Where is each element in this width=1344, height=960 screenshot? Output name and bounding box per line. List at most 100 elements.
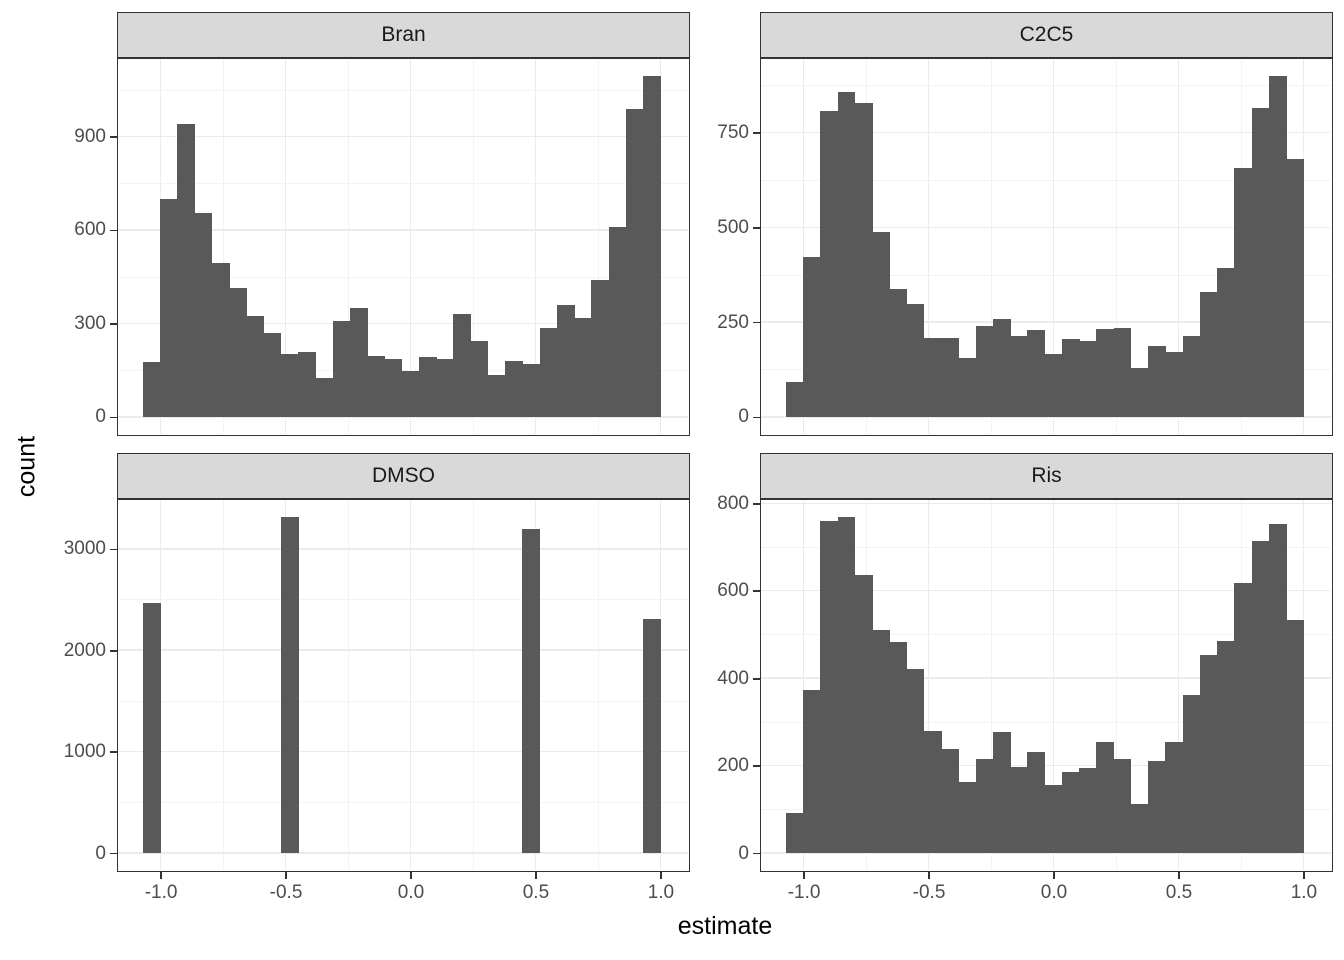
histogram-bar bbox=[1079, 768, 1097, 853]
histogram-bar bbox=[349, 308, 368, 417]
y-major-gridline bbox=[761, 677, 1331, 679]
y-tick-mark bbox=[753, 227, 760, 229]
histogram-bar bbox=[177, 123, 196, 417]
y-minor-gridline bbox=[761, 721, 1331, 723]
y-minor-gridline bbox=[118, 700, 688, 702]
y-tick-mark bbox=[110, 852, 117, 855]
x-minor-gridline bbox=[222, 59, 224, 434]
x-tick-mark bbox=[285, 872, 287, 879]
y-tick-mark bbox=[110, 136, 117, 138]
y-major-gridline bbox=[761, 131, 1331, 134]
histogram-bar bbox=[418, 357, 437, 417]
y-minor-gridline bbox=[761, 546, 1331, 548]
histogram-bar bbox=[1251, 108, 1270, 417]
y-major-gridline bbox=[118, 135, 688, 138]
histogram-bar bbox=[436, 358, 454, 417]
histogram-bar bbox=[246, 315, 265, 417]
facet-strip-label: Ris bbox=[1031, 464, 1062, 487]
facet-strip: Bran bbox=[117, 12, 690, 58]
histogram-bar bbox=[625, 108, 644, 417]
y-tick-label: 500 bbox=[717, 216, 749, 238]
histogram-bar bbox=[785, 381, 804, 417]
x-tick-label: 1.0 bbox=[1290, 882, 1318, 903]
histogram-bar bbox=[906, 669, 925, 853]
histogram-bar bbox=[872, 232, 890, 417]
y-major-gridline bbox=[761, 502, 1331, 504]
histogram-bar bbox=[1165, 741, 1184, 853]
histogram-bar bbox=[958, 781, 977, 853]
histogram-bar bbox=[837, 516, 856, 853]
y-minor-gridline bbox=[118, 370, 688, 372]
y-major-gridline bbox=[761, 852, 1331, 854]
x-tick-label: 0.0 bbox=[1040, 882, 1068, 903]
histogram-bar bbox=[1061, 771, 1080, 853]
histogram-bar bbox=[1148, 345, 1166, 417]
histogram-bar bbox=[315, 377, 334, 417]
y-tick-label: 400 bbox=[717, 667, 749, 689]
histogram-bar bbox=[975, 758, 994, 853]
y-major-gridline bbox=[118, 322, 688, 325]
histogram-bar bbox=[1199, 291, 1218, 417]
x-tick-mark bbox=[1178, 872, 1180, 879]
histogram-bar bbox=[1010, 767, 1028, 853]
x-major-gridline bbox=[1177, 59, 1180, 434]
y-minor-gridline bbox=[118, 89, 688, 91]
facet-panel bbox=[760, 499, 1333, 872]
x-tick-label: -0.5 bbox=[912, 882, 946, 903]
histogram-bar bbox=[298, 352, 316, 417]
y-tick-label: 0 bbox=[95, 406, 106, 428]
y-tick-label: 300 bbox=[74, 312, 106, 334]
x-minor-gridline bbox=[347, 500, 349, 870]
y-minor-gridline bbox=[761, 634, 1331, 636]
histogram-bar bbox=[1251, 540, 1270, 853]
y-tick-label: 0 bbox=[738, 406, 749, 428]
histogram-bar bbox=[1044, 785, 1063, 853]
histogram-bar bbox=[1113, 328, 1132, 417]
facet-panel bbox=[117, 58, 690, 436]
y-major-gridline bbox=[118, 649, 688, 651]
y-tick-label: 0 bbox=[738, 842, 749, 864]
histogram-bar bbox=[906, 303, 925, 417]
histogram-bar bbox=[142, 603, 161, 853]
y-tick-mark bbox=[753, 416, 760, 419]
histogram-bar bbox=[1027, 752, 1046, 853]
y-major-gridline bbox=[118, 750, 688, 753]
histogram-bar bbox=[872, 630, 890, 853]
facet-strip: DMSO bbox=[117, 453, 690, 499]
x-minor-gridline bbox=[1115, 59, 1117, 434]
x-minor-gridline bbox=[990, 59, 992, 434]
x-tick-mark bbox=[1053, 872, 1055, 879]
histogram-bar bbox=[280, 353, 299, 417]
histogram-bar bbox=[1096, 741, 1115, 853]
histogram-bar bbox=[803, 257, 821, 417]
x-major-gridline bbox=[409, 59, 412, 434]
y-minor-gridline bbox=[761, 85, 1331, 87]
histogram-bar bbox=[591, 280, 610, 417]
y-tick-mark bbox=[110, 323, 117, 325]
y-tick-label: 3000 bbox=[63, 538, 106, 560]
y-tick-label: 600 bbox=[717, 580, 749, 602]
histogram-bar bbox=[958, 358, 977, 417]
histogram-bar bbox=[1044, 354, 1063, 417]
histogram-bar bbox=[470, 340, 489, 417]
y-tick-mark bbox=[110, 229, 117, 232]
y-tick-label: 250 bbox=[717, 311, 749, 333]
x-minor-gridline bbox=[597, 59, 599, 434]
facet-strip: C2C5 bbox=[760, 12, 1333, 58]
y-tick-mark bbox=[753, 765, 760, 767]
x-major-gridline bbox=[802, 59, 805, 434]
y-tick-label: 2000 bbox=[63, 639, 106, 661]
y-tick-mark bbox=[753, 503, 760, 505]
x-minor-gridline bbox=[1115, 500, 1117, 870]
histogram-bar bbox=[1096, 329, 1115, 417]
y-tick-label: 800 bbox=[717, 492, 749, 514]
y-minor-gridline bbox=[118, 276, 688, 278]
x-tick-label: 0.0 bbox=[397, 882, 425, 903]
x-minor-gridline bbox=[990, 500, 992, 870]
y-major-gridline bbox=[118, 416, 688, 418]
y-tick-mark bbox=[110, 548, 117, 551]
histogram-bar bbox=[194, 212, 213, 417]
histogram-bar bbox=[505, 361, 523, 417]
facet-strip-label: DMSO bbox=[372, 464, 435, 487]
